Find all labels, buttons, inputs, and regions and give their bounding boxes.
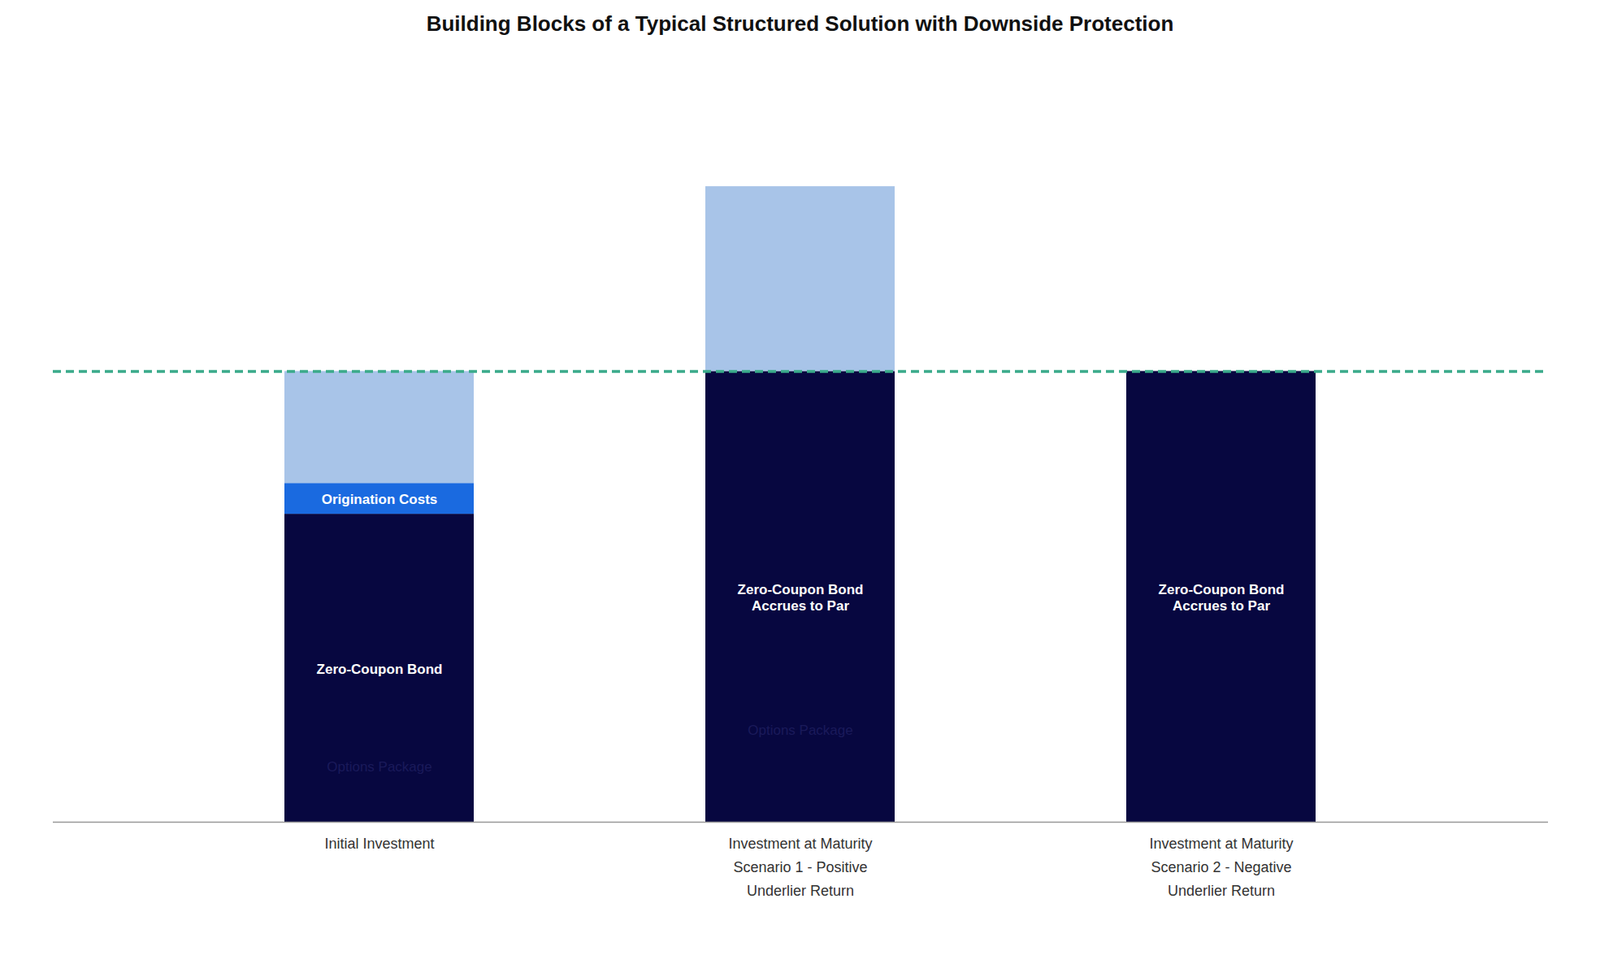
svg-text:Options Package: Options Package [326,758,432,775]
svg-text:Origination Costs: Origination Costs [320,491,438,508]
svg-text:Zero-Coupon BondAccrues to Par: Zero-Coupon BondAccrues to Par [1157,581,1284,614]
svg-text:Investment at MaturityScenario: Investment at MaturityScenario 2 - Negat… [1149,835,1293,899]
svg-text:Initial Investment: Initial Investment [324,835,434,852]
svg-text:Options Package: Options Package [747,722,853,738]
svg-text:Zero-Coupon Bond: Zero-Coupon Bond [316,661,443,677]
svg-text:Investment at MaturityScenario: Investment at MaturityScenario 1 - Posit… [728,835,872,899]
svg-text:Zero-Coupon BondAccrues to Par: Zero-Coupon BondAccrues to Par [737,581,863,614]
html-text:Building Blocks of a Typical S: Building Blocks of a Typical Structured … [426,11,1174,36]
